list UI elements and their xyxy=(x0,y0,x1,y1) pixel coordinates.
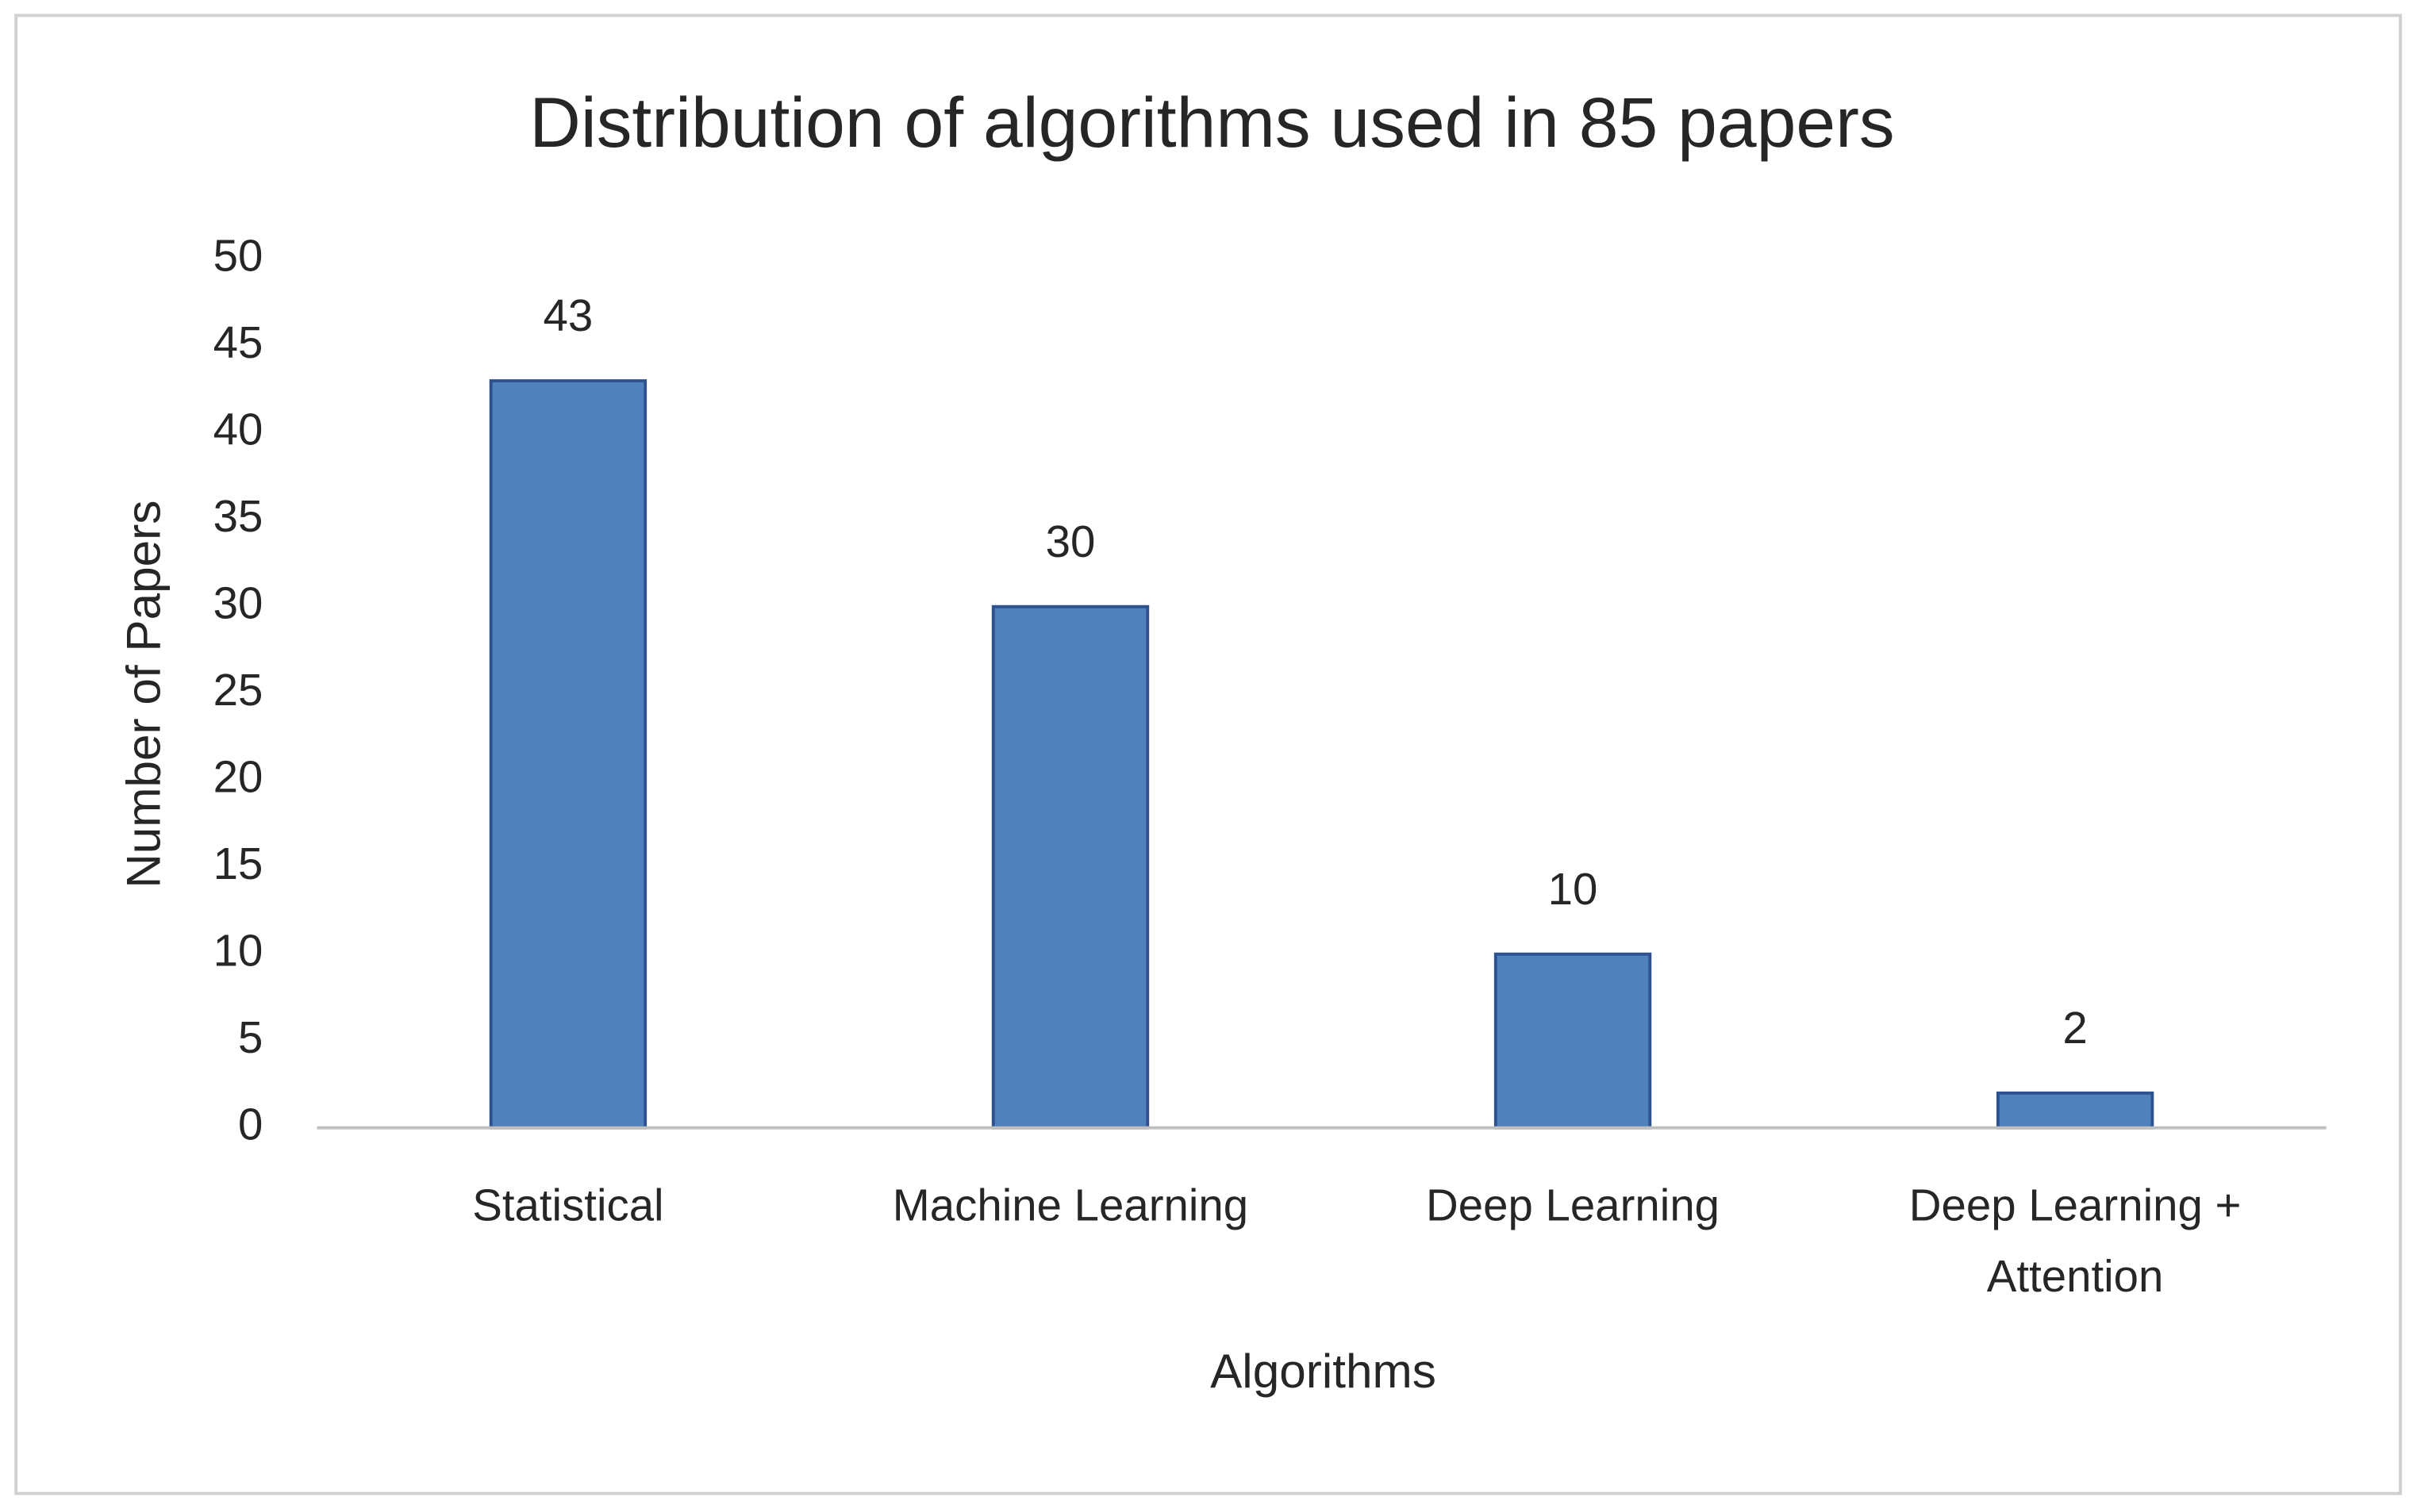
value-label: 2 xyxy=(2062,1003,2087,1053)
x-tick-label: Deep Learning + Attention xyxy=(1908,1181,2242,1303)
y-tick-label: 50 xyxy=(213,231,263,281)
x-tick-label: Machine Learning xyxy=(892,1181,1249,1232)
value-label: 30 xyxy=(1046,516,1096,566)
x-tick-label-box: Statistical xyxy=(472,1181,664,1232)
x-tick-label: Statistical xyxy=(472,1181,664,1232)
chart-title: Distribution of algorithms used in 85 pa… xyxy=(529,83,1894,162)
x-tick-label-box: Deep Learning + Attention xyxy=(1908,1181,2242,1303)
value-label: 10 xyxy=(1548,864,1598,914)
y-tick-label: 35 xyxy=(213,491,263,541)
bar xyxy=(1996,1091,2154,1130)
y-tick-label: 25 xyxy=(213,665,263,715)
x-tick-label-box: Machine Learning xyxy=(892,1181,1249,1232)
y-tick-label: 5 xyxy=(238,1012,263,1062)
y-tick-label: 20 xyxy=(213,752,263,802)
y-axis-label: Number of Papers xyxy=(116,501,170,888)
bar xyxy=(1493,952,1652,1130)
y-tick-label: 15 xyxy=(213,839,263,888)
y-tick-label: 45 xyxy=(213,317,263,367)
y-tick-label: 30 xyxy=(213,578,263,628)
y-tick-label: 0 xyxy=(238,1099,263,1149)
y-tick-label: 10 xyxy=(213,926,263,976)
chart-border xyxy=(14,13,2402,1495)
bar xyxy=(991,604,1150,1130)
value-label: 43 xyxy=(544,290,594,340)
x-tick-label-box: Deep Learning xyxy=(1426,1181,1720,1232)
x-axis-label: Algorithms xyxy=(1210,1344,1436,1398)
x-tick-label: Deep Learning xyxy=(1426,1181,1720,1232)
y-tick-label: 40 xyxy=(213,405,263,455)
bar xyxy=(489,379,648,1130)
